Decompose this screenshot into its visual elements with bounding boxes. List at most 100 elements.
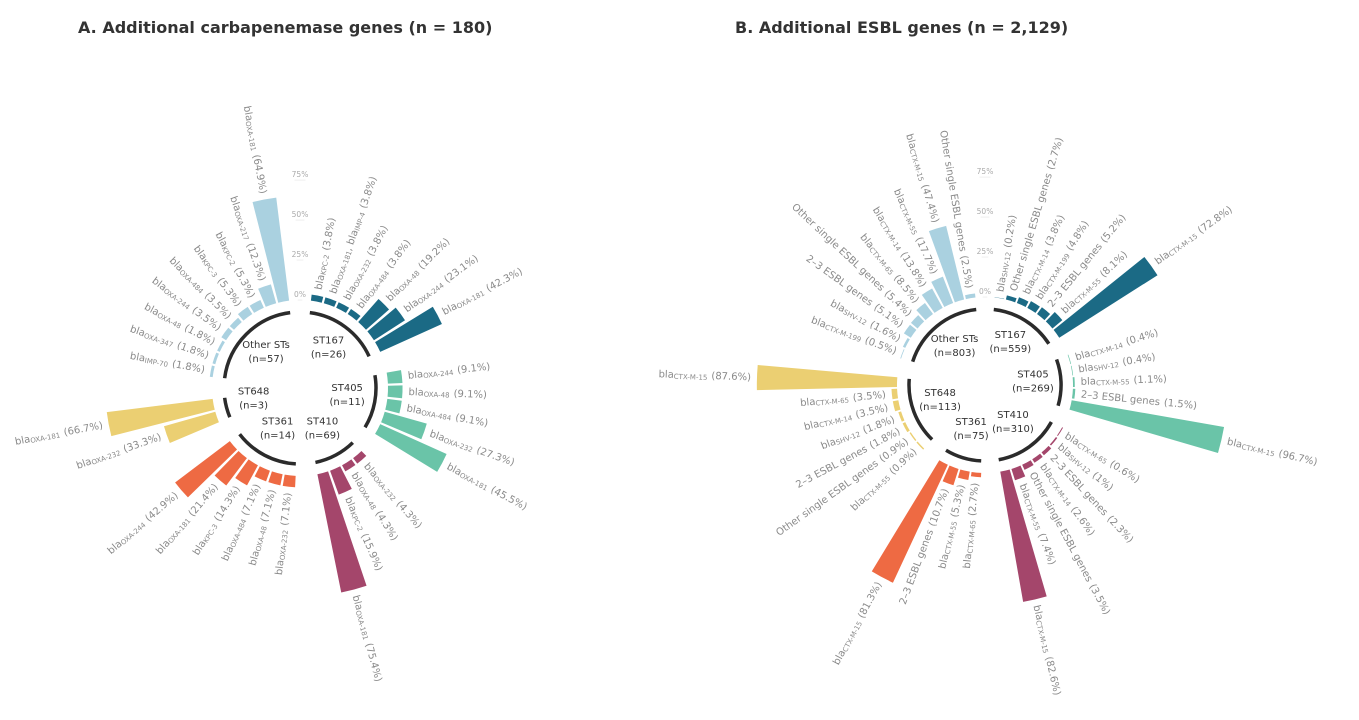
gene-subscript: OXA-181 bbox=[30, 432, 61, 446]
group-arc bbox=[222, 310, 291, 379]
group-n: (n=26) bbox=[311, 349, 346, 360]
bar bbox=[387, 385, 403, 399]
gene-subscript: OXA-244 bbox=[423, 369, 455, 380]
value-label: (0.4%) bbox=[1125, 328, 1160, 348]
value-label: (75.4%) bbox=[363, 642, 384, 683]
bar-label: blaSHV-12 (0.2%) bbox=[995, 214, 1019, 293]
bar bbox=[892, 400, 901, 412]
bar bbox=[268, 471, 283, 486]
gene-name: bla bbox=[903, 133, 918, 151]
bar bbox=[1027, 301, 1040, 313]
gene-name: bla bbox=[406, 403, 423, 417]
gene-subscript: OXA-48 bbox=[156, 312, 183, 331]
gene-subscript: CTX-M-15 bbox=[841, 620, 864, 653]
bar bbox=[903, 324, 917, 338]
group-n: (n=3) bbox=[239, 400, 268, 411]
bar bbox=[358, 298, 390, 330]
value-label: (47.4%) bbox=[918, 183, 940, 224]
gene-name: bla bbox=[1017, 482, 1033, 500]
value-label: (7.1%) bbox=[259, 488, 278, 523]
gene-subscript: CTX-M-199 bbox=[824, 323, 862, 344]
group-name: ST361 bbox=[262, 416, 294, 427]
group-n: (n=803) bbox=[934, 348, 976, 359]
bar bbox=[237, 306, 253, 321]
group-name: ST361 bbox=[955, 417, 987, 428]
bar bbox=[214, 450, 247, 486]
gene-name: bla bbox=[350, 594, 365, 612]
group-name: ST167 bbox=[313, 335, 345, 346]
group-name: ST410 bbox=[307, 416, 339, 427]
gene-subscript: OXA-232 bbox=[442, 437, 473, 455]
gene-subscript: CTX-M-14 bbox=[1090, 341, 1125, 359]
value-label: (42.3%) bbox=[485, 266, 525, 294]
gene-subscript: OXA-217 bbox=[232, 210, 250, 241]
bar bbox=[1045, 312, 1063, 329]
group-name: ST648 bbox=[924, 388, 956, 399]
bar-label: blaOXA-181(75.4%) bbox=[350, 594, 384, 683]
bar bbox=[756, 365, 898, 391]
bar bbox=[342, 459, 356, 472]
bar bbox=[910, 315, 925, 329]
gene-subscript: OXA-232 bbox=[279, 529, 290, 560]
bar bbox=[902, 337, 910, 348]
gene-subscript: KPC-2 bbox=[348, 511, 364, 533]
bar bbox=[252, 197, 290, 303]
bar bbox=[1016, 297, 1029, 307]
gene-subscript: KPC-3 bbox=[200, 258, 219, 279]
gene-subscript: OXA-232 bbox=[91, 449, 122, 467]
group-n: (n=75) bbox=[953, 431, 988, 442]
bar bbox=[900, 349, 905, 359]
gene-name: bla bbox=[428, 429, 446, 444]
value-label: (1.1%) bbox=[1133, 374, 1167, 386]
bar-label: blaSHV-12 (0.4%) bbox=[1078, 352, 1157, 376]
bar bbox=[1005, 295, 1017, 303]
bar bbox=[175, 441, 238, 498]
value-label: (7.1%) bbox=[240, 482, 263, 517]
gene-name: bla bbox=[803, 419, 820, 433]
gene-name: bla bbox=[1031, 604, 1045, 621]
bar bbox=[353, 450, 367, 464]
gene-subscript: CTX-M-14 bbox=[878, 220, 903, 253]
group-arc bbox=[993, 307, 1051, 345]
value-label: (1.5%) bbox=[1163, 398, 1197, 412]
value-label: (2.3%) bbox=[1104, 514, 1135, 546]
bar-label: blaCTX-M-15(81.3%) bbox=[831, 580, 884, 667]
bar bbox=[229, 317, 242, 330]
value-label: (23.1%) bbox=[442, 253, 480, 285]
gene-subscript: CTX-M-15 bbox=[674, 373, 708, 382]
gene-name: bla bbox=[314, 274, 328, 291]
gene-subscript: CTX-M-15 bbox=[1241, 443, 1276, 458]
bar bbox=[221, 327, 233, 341]
bar bbox=[1037, 307, 1051, 321]
chart-title: A. Additional carbapenemase genes (n = 1… bbox=[78, 18, 492, 37]
group-name: Other STs bbox=[931, 334, 979, 345]
gene-subscript: OXA-244 bbox=[417, 281, 447, 306]
gene-name: bla bbox=[820, 437, 838, 453]
tick-label: 75% bbox=[292, 170, 309, 179]
gene-subscript: IMP-4 bbox=[353, 211, 367, 232]
value-label: (0.2%) bbox=[1003, 214, 1019, 249]
gene-subscript: OXA-181 bbox=[336, 250, 354, 281]
bar bbox=[928, 225, 965, 303]
bar bbox=[1072, 377, 1075, 387]
group-arc bbox=[222, 397, 232, 418]
gene-subscript: CTX-M-15 bbox=[1034, 620, 1049, 655]
gene-name: bla bbox=[241, 105, 255, 122]
gene-subscript: OXA-484 bbox=[421, 409, 453, 423]
gene-subscript: OXA-48 bbox=[424, 391, 450, 400]
bar-label: blaOXA-48(19.2%) bbox=[385, 236, 453, 304]
value-label: (5.3%) bbox=[949, 484, 967, 519]
bar-label: blaOXA-48 (9.1%) bbox=[408, 387, 487, 401]
bar bbox=[367, 307, 406, 341]
group-arc bbox=[907, 378, 934, 441]
bar bbox=[249, 300, 264, 313]
bar bbox=[965, 293, 976, 300]
bar bbox=[385, 398, 402, 414]
bar bbox=[970, 471, 982, 478]
bar bbox=[1071, 388, 1076, 399]
group-arc bbox=[1054, 358, 1063, 407]
value-label: (45.5%) bbox=[489, 485, 529, 513]
bar bbox=[1011, 465, 1026, 481]
gene-name: bla bbox=[14, 434, 31, 448]
group-arc bbox=[363, 374, 378, 429]
